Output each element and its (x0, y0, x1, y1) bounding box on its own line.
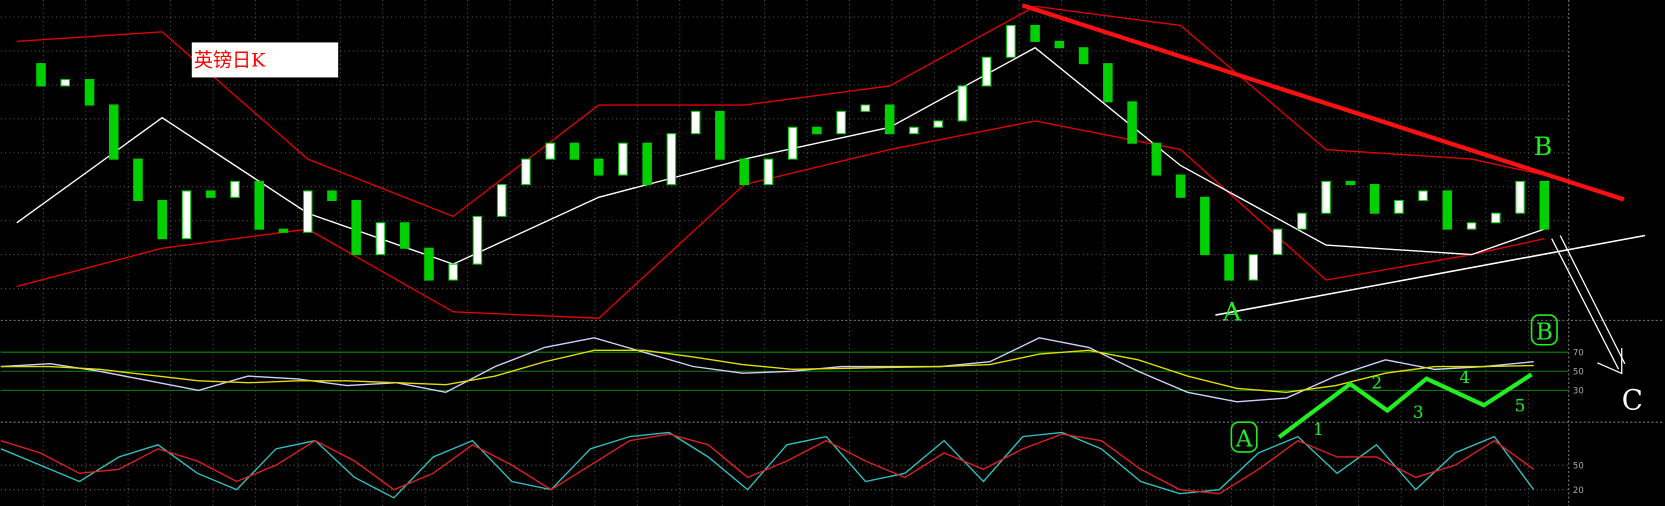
marks (0, 5, 1550, 499)
support-line (1215, 234, 1646, 316)
candle (84, 79, 95, 106)
candle (1345, 180, 1356, 186)
candle (181, 190, 192, 240)
candle (1272, 228, 1283, 256)
candle (1466, 222, 1477, 230)
y-tick-label: 20 (1573, 485, 1584, 495)
candle (1539, 180, 1550, 230)
candle (812, 126, 822, 135)
candle (1103, 63, 1113, 103)
wave-label: 2 (1371, 373, 1382, 393)
candle (1515, 180, 1525, 214)
annotation: A (1235, 425, 1254, 453)
series-line (0, 431, 1535, 499)
candle (60, 79, 71, 87)
candle (787, 126, 798, 160)
candle (666, 133, 677, 186)
y-tick-label: 30 (1573, 386, 1584, 396)
wave-line (1277, 372, 1533, 439)
candle (36, 63, 46, 87)
resistance-line (1021, 3, 1625, 202)
candle (763, 158, 774, 186)
wave-label: 1 (1313, 420, 1324, 440)
candle (424, 247, 434, 281)
candle (1224, 254, 1234, 281)
candle (108, 104, 119, 160)
series-line (0, 349, 1534, 393)
candle (1442, 190, 1453, 230)
candle (1418, 190, 1428, 202)
candle (618, 142, 628, 176)
candle (133, 158, 143, 202)
candle (1321, 180, 1331, 214)
candle (909, 126, 919, 135)
y-tick-label: 70 (1573, 347, 1584, 357)
candle (642, 142, 652, 186)
wave-label: 5 (1515, 397, 1526, 417)
candle (593, 158, 604, 176)
chart-title: 英镑日K (194, 49, 266, 72)
candle (230, 180, 240, 198)
candle (981, 56, 992, 87)
candle (690, 110, 701, 135)
wave-label: 3 (1413, 403, 1424, 423)
annotation: B (1534, 132, 1553, 162)
candle (957, 85, 968, 122)
title-box (191, 42, 339, 78)
candle (1297, 212, 1307, 230)
candle (1175, 174, 1186, 198)
candle (836, 110, 846, 135)
candle (375, 222, 386, 256)
annotation: B (1536, 317, 1553, 345)
candle (472, 215, 483, 265)
candle (1369, 184, 1380, 214)
candle (884, 104, 895, 135)
series-line (0, 337, 1534, 403)
candle (1078, 47, 1089, 65)
arrow (1551, 235, 1626, 375)
candle (205, 190, 216, 198)
candle (351, 199, 361, 256)
candle (157, 199, 168, 240)
y-tick-label: 50 (1573, 366, 1584, 376)
candle (1030, 24, 1040, 42)
candle (1054, 40, 1065, 49)
y-tick-label: 50 (1573, 460, 1584, 470)
series-line (16, 5, 1545, 218)
circle-mark (1530, 314, 1558, 346)
circle-mark (1230, 421, 1258, 453)
candle (496, 184, 507, 217)
annotation: C (1622, 383, 1643, 416)
candle (545, 142, 555, 160)
candle (1491, 212, 1501, 224)
candle (1394, 199, 1404, 214)
candle (1006, 24, 1016, 58)
candle (278, 228, 289, 233)
series-line (0, 433, 1535, 495)
candle (1151, 142, 1162, 176)
candle (302, 190, 313, 233)
candle (448, 263, 458, 281)
candle (254, 180, 264, 230)
annotation: A (1222, 297, 1242, 327)
candle (715, 110, 725, 160)
candle (933, 120, 943, 128)
candle (521, 158, 531, 186)
candle (569, 142, 580, 160)
candle (399, 222, 410, 249)
candle (860, 104, 871, 112)
wave-label: 4 (1459, 368, 1470, 388)
candle (1200, 196, 1210, 256)
candle (1248, 254, 1259, 281)
candle (327, 190, 337, 202)
candle (1127, 101, 1137, 144)
candle (739, 158, 749, 186)
series-line (16, 46, 1545, 265)
